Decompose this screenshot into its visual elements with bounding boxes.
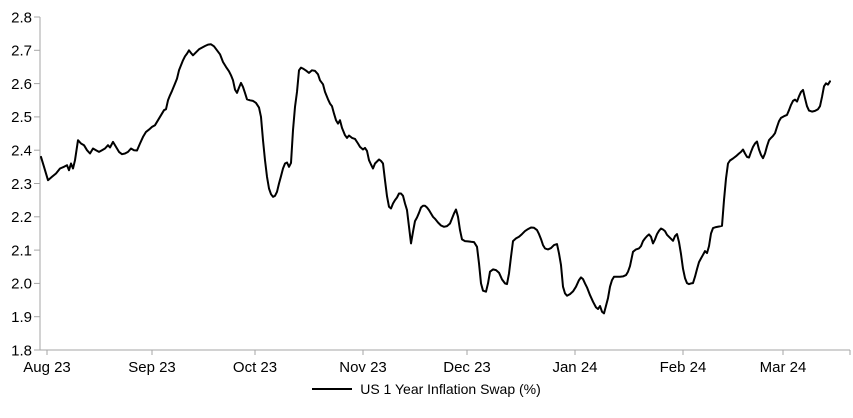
- y-tick-label: 2.0: [11, 276, 32, 293]
- y-tick-label: 2.6: [11, 76, 32, 93]
- y-tick-label: 2.3: [11, 176, 32, 193]
- x-tick-label: Jan 24: [552, 359, 597, 376]
- x-tick-label: Dec 23: [443, 359, 491, 376]
- legend-label: US 1 Year Inflation Swap (%): [360, 381, 541, 397]
- y-tick-label: 1.8: [11, 342, 32, 359]
- x-tick-label: Oct 23: [233, 359, 277, 376]
- x-tick-label: Feb 24: [660, 359, 707, 376]
- y-tick-label: 2.1: [11, 242, 32, 259]
- legend: US 1 Year Inflation Swap (%): [0, 381, 853, 397]
- x-tick-label: Mar 24: [760, 359, 807, 376]
- y-tick-label: 2.8: [11, 9, 32, 26]
- x-tick-label: Aug 23: [23, 359, 71, 376]
- x-tick-label: Sep 23: [128, 359, 176, 376]
- y-axis: 1.8 1.9 2.0 2.1 2.2 2.3 2.4 2.5 2.6 2.7 2.8: [11, 9, 40, 359]
- y-tick-label: 2.4: [11, 142, 32, 159]
- y-tick-label: 1.9: [11, 309, 32, 326]
- y-tick-label: 2.5: [11, 109, 32, 126]
- axes: [39, 17, 850, 351]
- legend-line-swatch: [312, 388, 353, 390]
- series-line: [40, 43, 831, 315]
- x-axis: Aug 23 Sep 23 Oct 23 Nov 23 Dec 23 Jan 24 Feb …: [23, 350, 851, 376]
- y-tick-label: 2.7: [11, 43, 32, 60]
- x-tick-label: Nov 23: [339, 359, 387, 376]
- y-tick-label: 2.2: [11, 209, 32, 226]
